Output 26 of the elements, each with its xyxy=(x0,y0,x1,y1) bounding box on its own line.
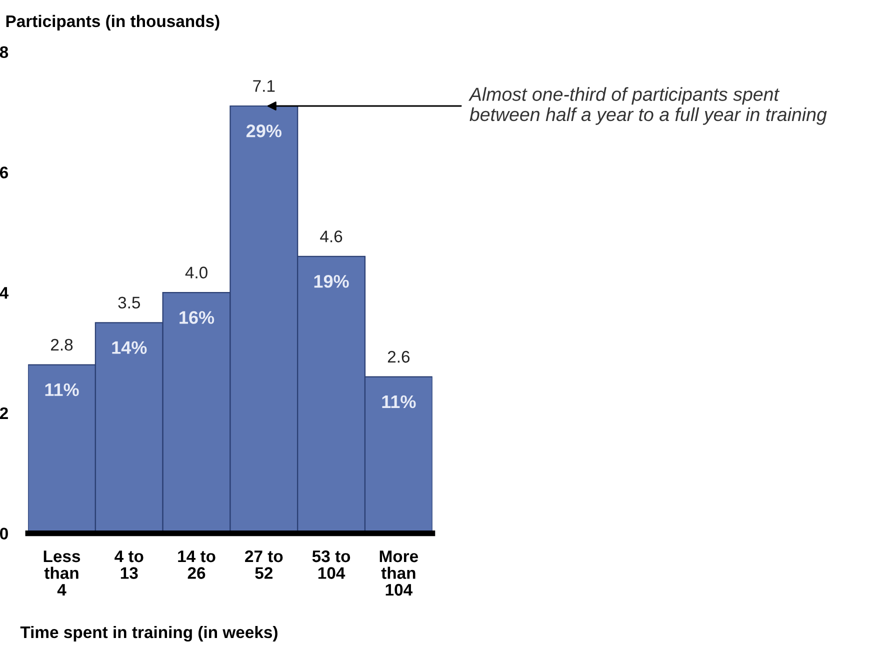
x-tick-label: 53 to 104 xyxy=(312,550,350,579)
data-label: 4.0 xyxy=(185,266,208,278)
annotation: 16% xyxy=(180,311,214,324)
annotation: 19% xyxy=(314,274,349,288)
x-axis-title: Time spent in training (in weeks) xyxy=(20,626,278,642)
y-tick-label: 0 xyxy=(0,528,8,540)
y-tick-label: 4 xyxy=(0,287,9,299)
annotation: 11% xyxy=(382,395,416,408)
annotation: 29% xyxy=(246,124,282,138)
y-tick-label: 2 xyxy=(0,407,8,419)
x-tick-label: Less than 4 xyxy=(44,550,80,596)
data-label: 7.1 xyxy=(253,80,275,92)
x-tick-label: 4 to 13 xyxy=(114,550,144,579)
y-axis-title: Participants (in thousands) xyxy=(6,14,220,30)
data-label: 3.5 xyxy=(118,296,140,309)
annotation: 14% xyxy=(112,341,147,354)
data-label: 4.6 xyxy=(320,230,342,242)
data-label: 2.8 xyxy=(51,338,73,351)
y-tick-label: 8 xyxy=(0,46,8,58)
x-tick-label: More than 104 xyxy=(380,550,418,596)
annotation: Almost one-third of participants spent between half a year to a full year in training xyxy=(468,87,827,125)
x-tick-label: 14 to 26 xyxy=(178,550,216,579)
x-tick-label: 27 to 52 xyxy=(245,550,283,579)
annotation: 11% xyxy=(45,383,79,396)
data-label: 2.6 xyxy=(388,350,410,363)
y-tick-label: 6 xyxy=(0,166,8,178)
